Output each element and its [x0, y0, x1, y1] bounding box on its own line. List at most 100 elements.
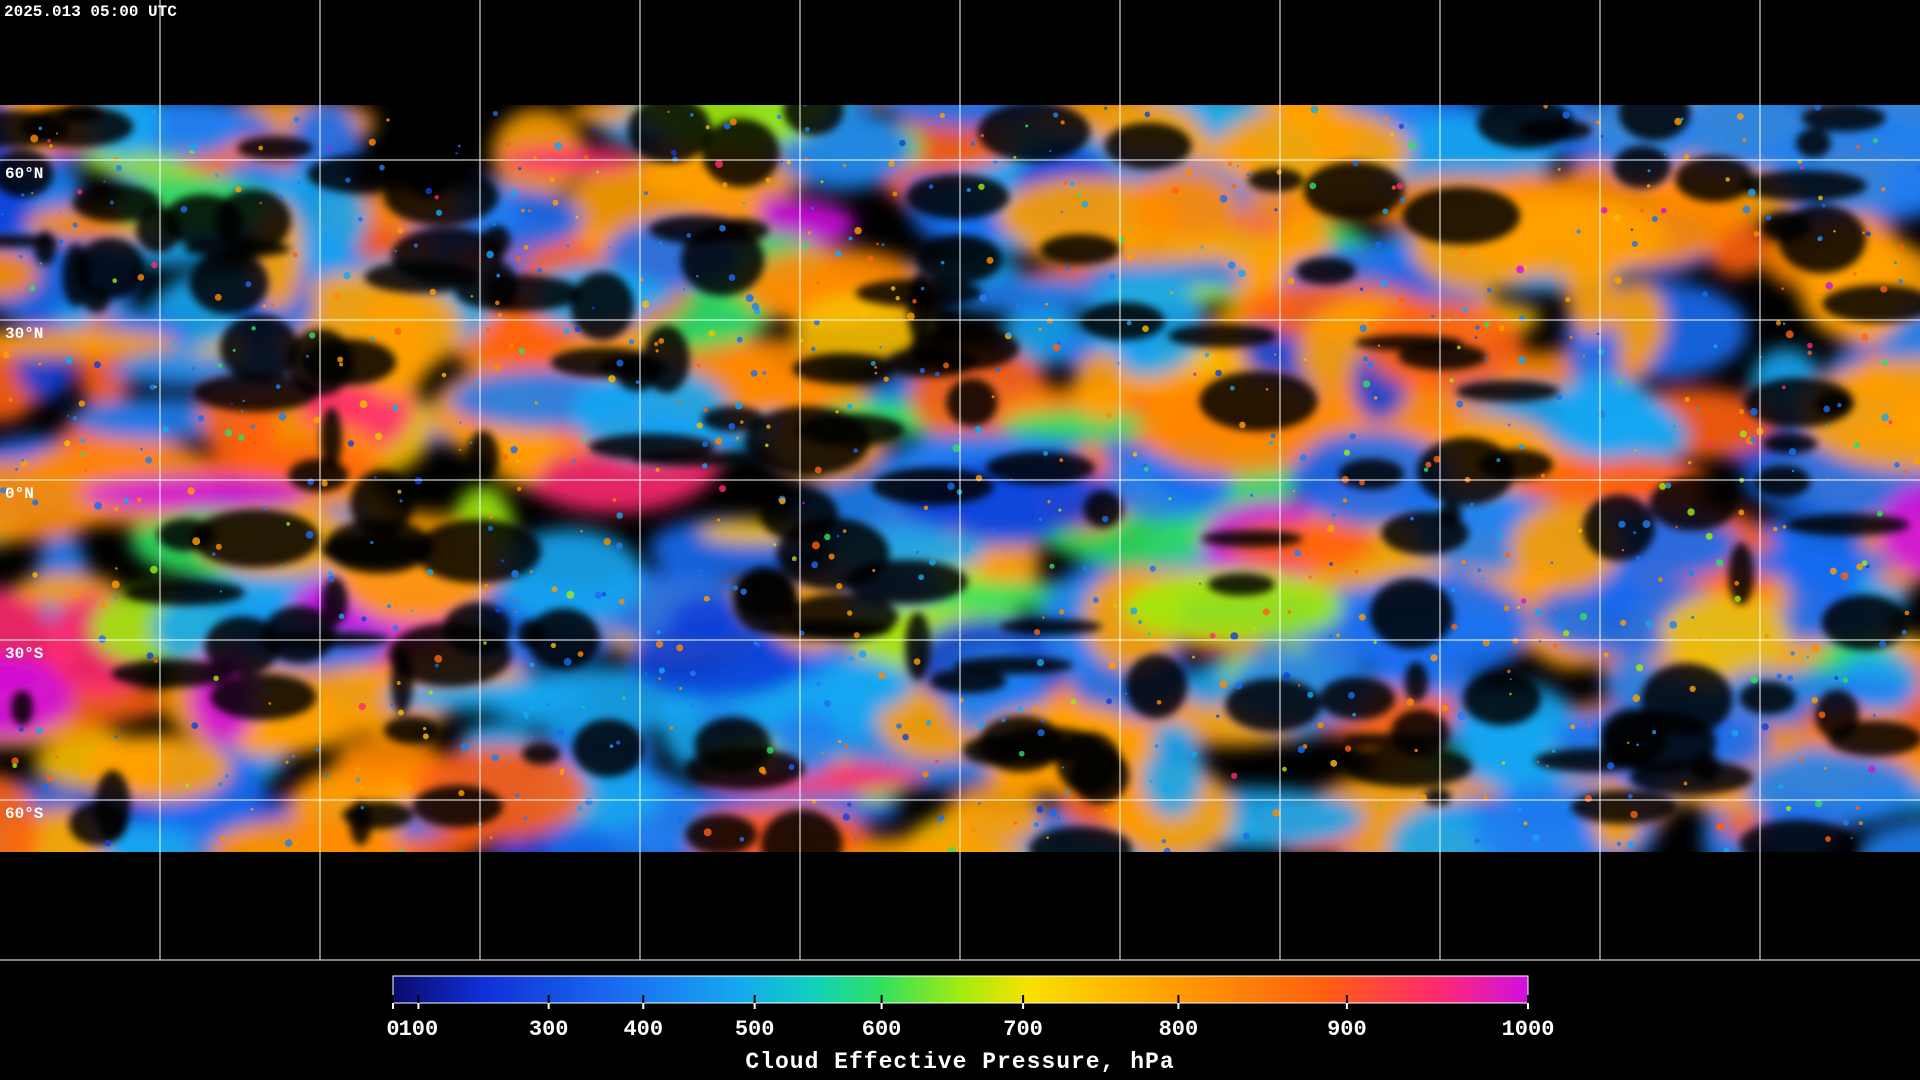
- cloud-speck: [58, 210, 61, 213]
- cloud-speck: [137, 497, 142, 503]
- cloud-speck: [690, 670, 696, 677]
- cloud-speck: [1156, 699, 1162, 705]
- cloud-speck: [1482, 795, 1488, 801]
- clear-patch: [648, 215, 749, 244]
- cloud-speck: [375, 432, 383, 441]
- clear-patch: [1814, 392, 1852, 415]
- cloud-speck: [1701, 291, 1708, 298]
- cloud-speck: [1037, 729, 1045, 737]
- cloud-speck: [1414, 748, 1418, 753]
- cloud-speck: [32, 499, 39, 506]
- cloud-speck: [392, 625, 399, 631]
- cloud-speck: [58, 239, 64, 244]
- cloud-speck: [1058, 508, 1062, 512]
- cloud-speck: [1209, 632, 1216, 639]
- cloud-speck: [586, 448, 590, 453]
- cloud-speck: [703, 407, 708, 413]
- cloud-speck: [1274, 353, 1277, 356]
- cloud-speck: [284, 839, 293, 847]
- latitude-label: 60°S: [5, 805, 44, 823]
- clear-patch: [630, 451, 753, 467]
- cloud-speck: [872, 568, 876, 572]
- cloud-speck: [1584, 795, 1592, 803]
- cloud-speck: [293, 116, 300, 123]
- clear-patch: [320, 407, 342, 470]
- cloud-speck: [765, 177, 772, 183]
- cloud-speck: [413, 243, 418, 248]
- cloud-speck: [642, 573, 648, 579]
- cloud-speck: [1716, 822, 1725, 831]
- cloud-speck: [1834, 676, 1839, 680]
- cloud-speck: [1297, 684, 1301, 687]
- cloud-speck: [1806, 655, 1810, 659]
- clear-patch: [414, 519, 542, 584]
- cloud-speck: [2, 351, 10, 359]
- cloud-speck: [1131, 535, 1134, 538]
- cloud-speck: [1505, 552, 1510, 558]
- cloud-speck: [1738, 509, 1745, 516]
- cloud-speck: [1858, 821, 1863, 826]
- cloud-speck: [1613, 214, 1621, 222]
- cloud-speck: [740, 588, 747, 595]
- cloud-speck: [455, 152, 458, 155]
- cloud-speck: [676, 816, 685, 824]
- cloud-speck: [811, 561, 819, 569]
- cloud-speck: [1015, 304, 1020, 308]
- cloud-speck: [1359, 287, 1364, 291]
- cloud-speck: [734, 401, 743, 410]
- clear-patch: [792, 353, 896, 385]
- cloud-speck: [1485, 356, 1489, 360]
- clear-patch: [1739, 819, 1856, 852]
- cloud-speck: [1665, 482, 1672, 489]
- clear-patch: [1675, 155, 1755, 203]
- clear-patch: [75, 237, 146, 300]
- cloud-speck: [1537, 760, 1540, 763]
- cloud-speck: [1773, 526, 1778, 532]
- cloud-speck: [149, 384, 156, 390]
- cloud-speck: [603, 538, 611, 546]
- clear-patch: [412, 785, 503, 828]
- cloud-speck: [1378, 803, 1382, 807]
- cloud-speck: [563, 328, 570, 335]
- cloud-speck: [848, 236, 853, 241]
- cloud-speck: [146, 652, 154, 660]
- cloud-speck: [788, 764, 795, 770]
- cloud-speck: [523, 245, 529, 250]
- cloud-speck: [1600, 134, 1604, 138]
- cloud-speck: [846, 610, 853, 616]
- cloud-speck: [93, 361, 101, 369]
- cloud-speck: [337, 356, 344, 363]
- cloud-speck: [658, 338, 665, 344]
- cloud-speck: [488, 514, 494, 520]
- clear-patch: [1815, 689, 1860, 740]
- cloud-speck: [1108, 662, 1117, 670]
- cloud-speck: [1517, 605, 1521, 609]
- cloud-speck: [1782, 322, 1786, 325]
- cloud-speck: [890, 286, 896, 291]
- cloud-speck: [1669, 621, 1678, 629]
- cloud-speck: [1647, 169, 1651, 173]
- cloud-speck: [635, 380, 640, 384]
- cloud-speck: [1038, 517, 1043, 522]
- cloud-speck: [1901, 629, 1907, 635]
- cloud-speck: [1282, 766, 1287, 772]
- cloud-speck: [1270, 433, 1276, 439]
- cloud-speck: [702, 463, 708, 469]
- cloud-speck: [1126, 320, 1132, 326]
- cloud-speck: [0, 487, 7, 494]
- cloud-speck: [189, 143, 198, 152]
- clear-patch: [1801, 105, 1886, 132]
- cloud-speck: [38, 126, 43, 131]
- cloud-speck: [745, 294, 754, 303]
- cloud-speck: [658, 667, 666, 674]
- cloud-speck: [1384, 116, 1389, 121]
- cloud-speck: [111, 580, 120, 589]
- cloud-speck: [618, 598, 625, 605]
- cloud-speck: [1724, 139, 1729, 144]
- cloud-speck: [1577, 528, 1583, 533]
- cloud-speck: [1294, 549, 1302, 557]
- clear-patch: [999, 618, 1103, 635]
- cloud-speck: [368, 138, 376, 146]
- clear-patch: [701, 406, 765, 433]
- cloud-speck: [31, 192, 34, 195]
